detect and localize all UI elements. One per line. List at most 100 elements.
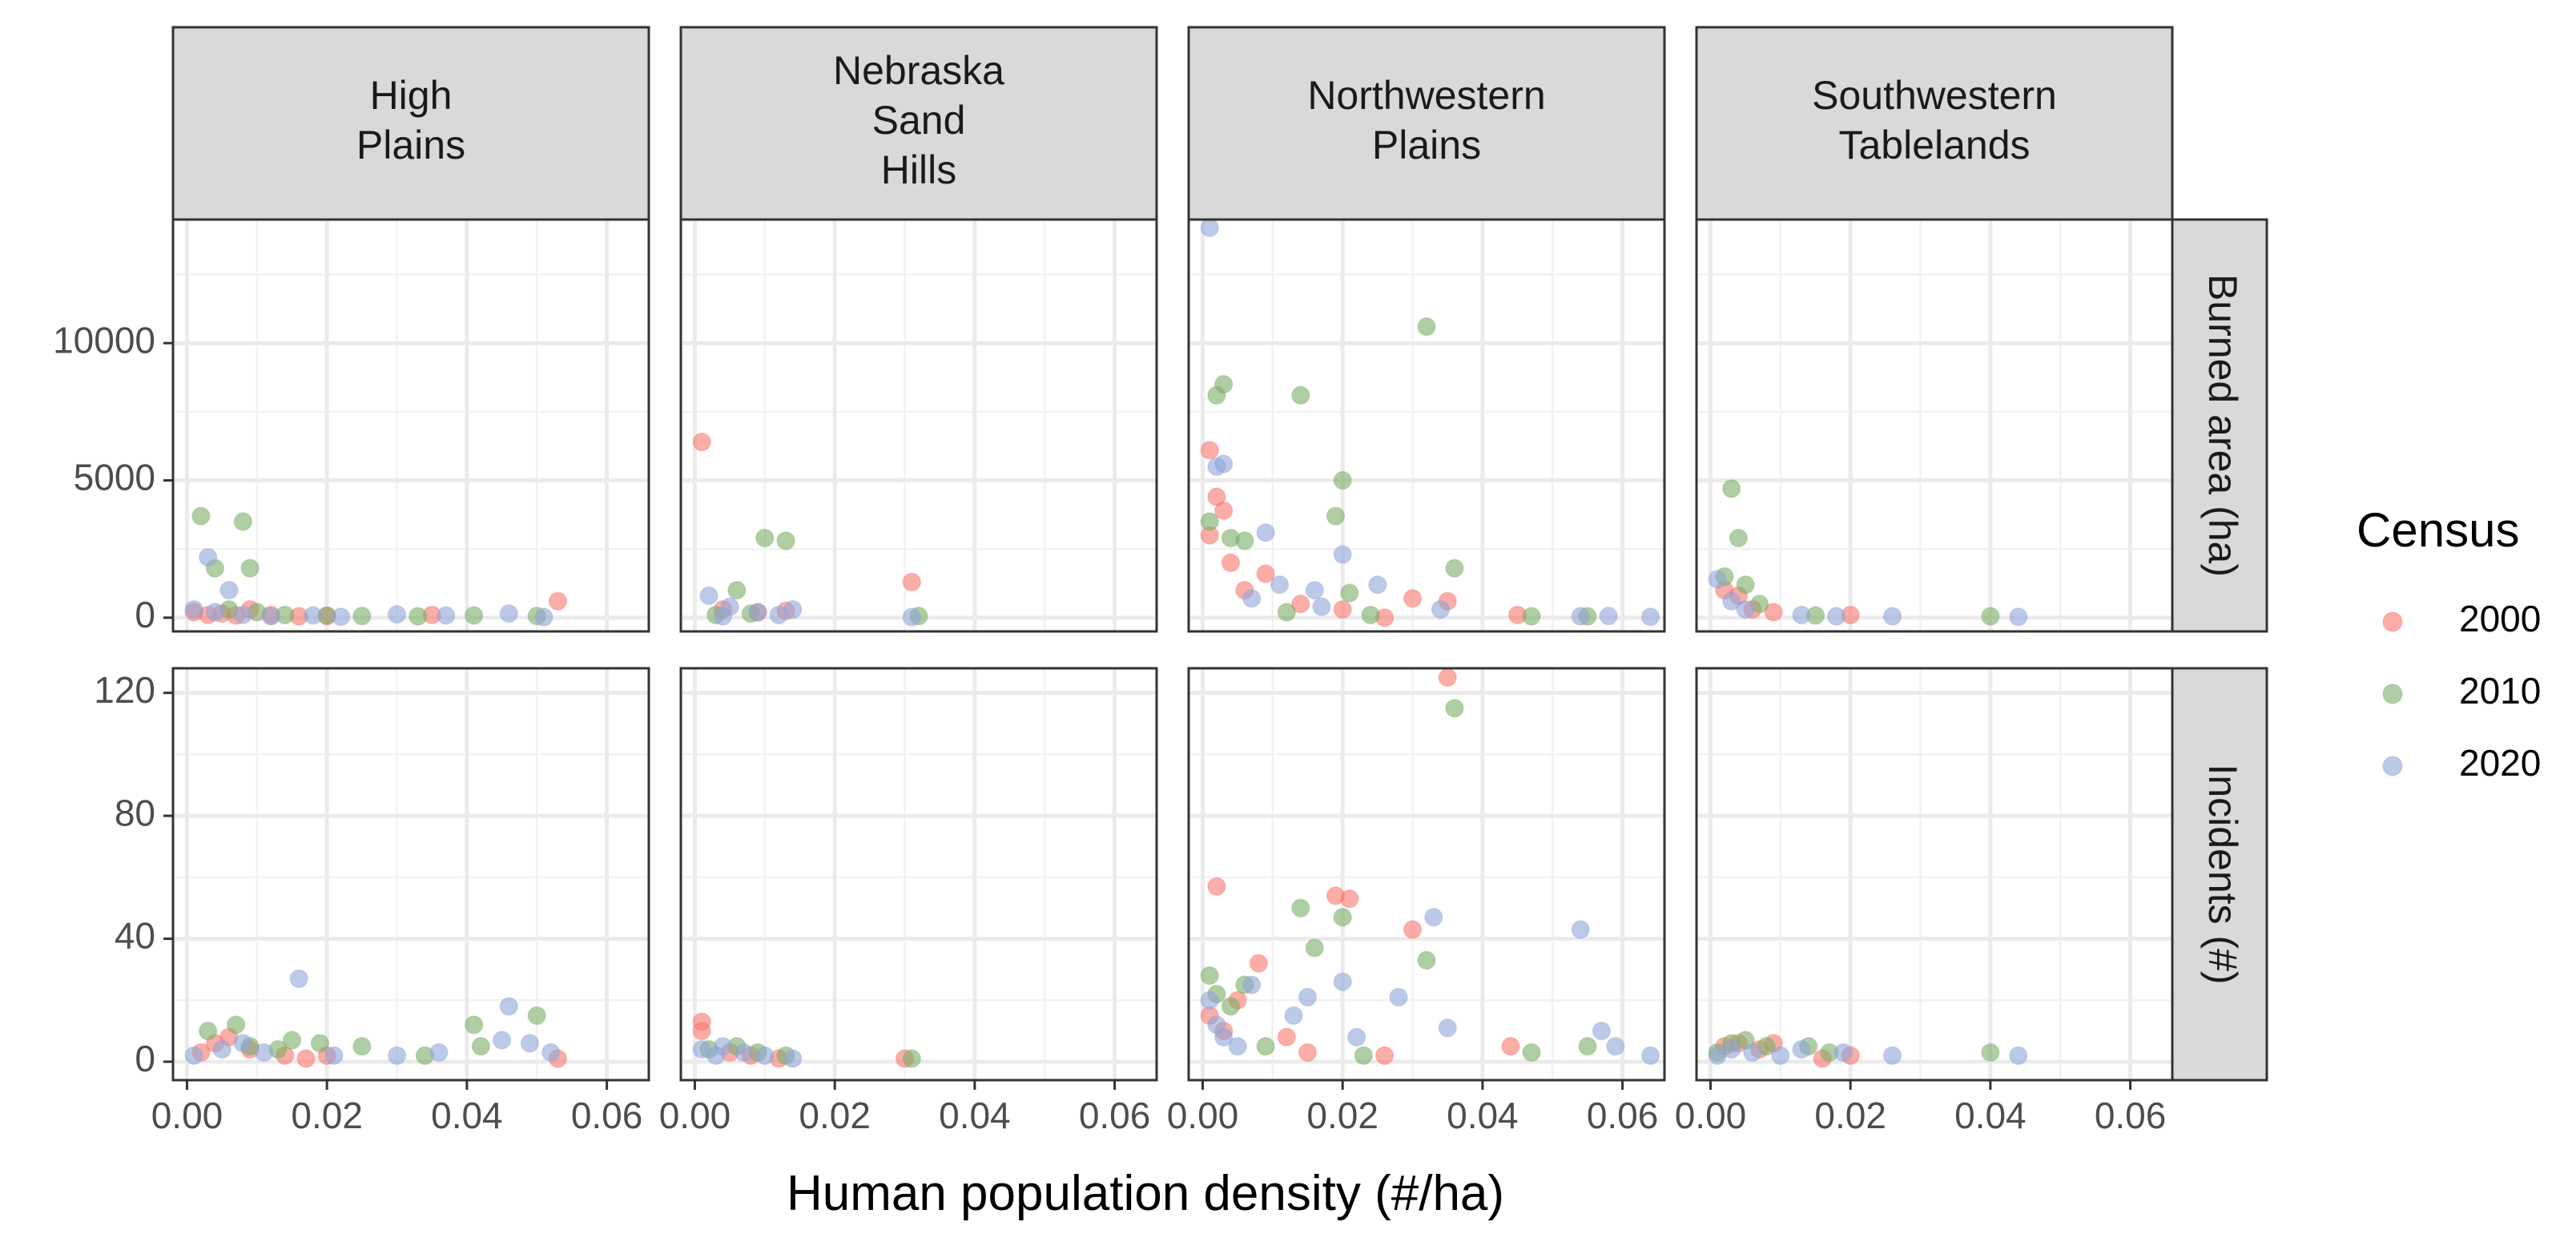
point-2020: [219, 580, 239, 600]
point-2020: [1346, 1027, 1366, 1047]
panel-incidents-northwestern-plains: [1187, 667, 1666, 1082]
point-2020: [436, 606, 456, 625]
legend-key: [2382, 611, 2403, 632]
x-tick-label: 0.00: [151, 1095, 223, 1136]
point-2010: [198, 1021, 218, 1041]
point-2020: [1571, 607, 1590, 626]
panel-burned-northwestern-plains: [1187, 218, 1666, 633]
point-2020: [1333, 545, 1352, 564]
point-2010: [1256, 1037, 1275, 1056]
point-2020: [2009, 607, 2028, 627]
strip-label: Tablelands: [1838, 123, 2030, 167]
point-2000: [692, 432, 711, 452]
y-tick-label: 40: [115, 915, 155, 957]
point-2020: [1743, 1042, 1762, 1063]
point-2020: [1826, 607, 1846, 626]
point-2000: [1291, 594, 1310, 614]
legend-key: [2382, 684, 2403, 704]
point-2020: [233, 1034, 253, 1053]
point-2020: [1882, 607, 1902, 626]
point-2020: [387, 605, 407, 624]
x-tick-label: 0.04: [1954, 1095, 2027, 1136]
legend-label: 2020: [2459, 742, 2541, 784]
strip-background: [1187, 26, 1666, 221]
point-2020: [492, 1030, 512, 1050]
panel-incidents-high-plains: [171, 667, 650, 1082]
point-2020: [212, 1039, 231, 1059]
point-2020: [748, 603, 767, 622]
point-2010: [1291, 385, 1310, 405]
point-2020: [289, 969, 308, 989]
point-2020: [1792, 1039, 1811, 1059]
point-2020: [198, 547, 218, 567]
point-2020: [1200, 218, 1219, 238]
x-tick-label: 0.06: [1079, 1095, 1151, 1136]
point-2020: [1708, 570, 1727, 589]
panel-burned-high-plains: [171, 218, 650, 633]
point-2010: [1981, 607, 2000, 626]
point-2000: [1221, 553, 1241, 573]
point-2020: [1214, 1027, 1234, 1047]
point-2000: [1333, 599, 1352, 619]
panel-incidents-nebraska-sand-hills: [679, 667, 1158, 1082]
panel-border: [1695, 218, 2174, 633]
strip-background: [1695, 26, 2174, 221]
point-2020: [783, 599, 803, 619]
panel-burned-southwestern-tablelands: [1695, 218, 2174, 633]
point-2010: [464, 606, 484, 625]
point-2020: [734, 1042, 754, 1063]
point-2010: [310, 1034, 330, 1053]
x-tick-label: 0.02: [291, 1095, 363, 1136]
x-tick-label: 0.00: [659, 1095, 731, 1136]
point-2010: [727, 580, 747, 600]
point-2020: [184, 1046, 203, 1066]
legend-title: Census: [2357, 503, 2519, 557]
x-tick-label: 0.04: [431, 1095, 503, 1136]
point-2020: [1438, 1018, 1457, 1038]
legend-item-2000: 2000: [2382, 598, 2541, 639]
panel-background: [1697, 668, 2172, 1080]
point-2020: [1214, 454, 1234, 474]
point-2020: [1200, 990, 1219, 1010]
point-2020: [1305, 580, 1324, 600]
point-2020: [699, 586, 718, 606]
point-2020: [1771, 1046, 1790, 1066]
point-2010: [471, 1037, 491, 1056]
point-2000: [1214, 501, 1234, 520]
panel-background: [681, 220, 1157, 631]
point-2020: [1592, 1021, 1612, 1041]
point-2000: [1403, 920, 1423, 939]
point-2010: [1235, 531, 1254, 550]
point-2000: [1277, 1027, 1297, 1047]
point-2020: [1721, 591, 1741, 611]
y-tick-label: 10000: [53, 319, 155, 361]
point-2020: [1721, 1039, 1741, 1059]
point-2010: [527, 1006, 546, 1026]
point-2020: [520, 1034, 540, 1053]
point-2020: [1389, 987, 1408, 1007]
point-2020: [1368, 575, 1387, 595]
strip-label: Southwestern: [1812, 73, 2057, 118]
x-tick-label: 0.06: [1587, 1095, 1659, 1136]
point-2020: [1606, 1037, 1625, 1056]
point-2000: [902, 572, 922, 592]
point-2020: [499, 603, 519, 623]
point-2010: [1721, 479, 1741, 498]
x-tick-label: 0.02: [1306, 1095, 1379, 1136]
point-2020: [254, 1042, 274, 1063]
point-2010: [1200, 512, 1219, 531]
point-2020: [1256, 522, 1275, 542]
x-tick-label: 0.00: [1675, 1095, 1747, 1136]
point-2000: [1501, 1037, 1520, 1056]
point-2020: [783, 1049, 803, 1068]
x-tick-label: 0.04: [939, 1095, 1011, 1136]
legend-key: [2382, 756, 2403, 776]
x-tick-label: 0.02: [799, 1095, 871, 1136]
point-2010: [1417, 317, 1436, 337]
point-2000: [1207, 877, 1226, 897]
point-2020: [1833, 1042, 1854, 1063]
point-2010: [1305, 938, 1324, 958]
point-2010: [1354, 1046, 1374, 1066]
strip-background: [171, 26, 650, 221]
point-2020: [1333, 972, 1352, 992]
